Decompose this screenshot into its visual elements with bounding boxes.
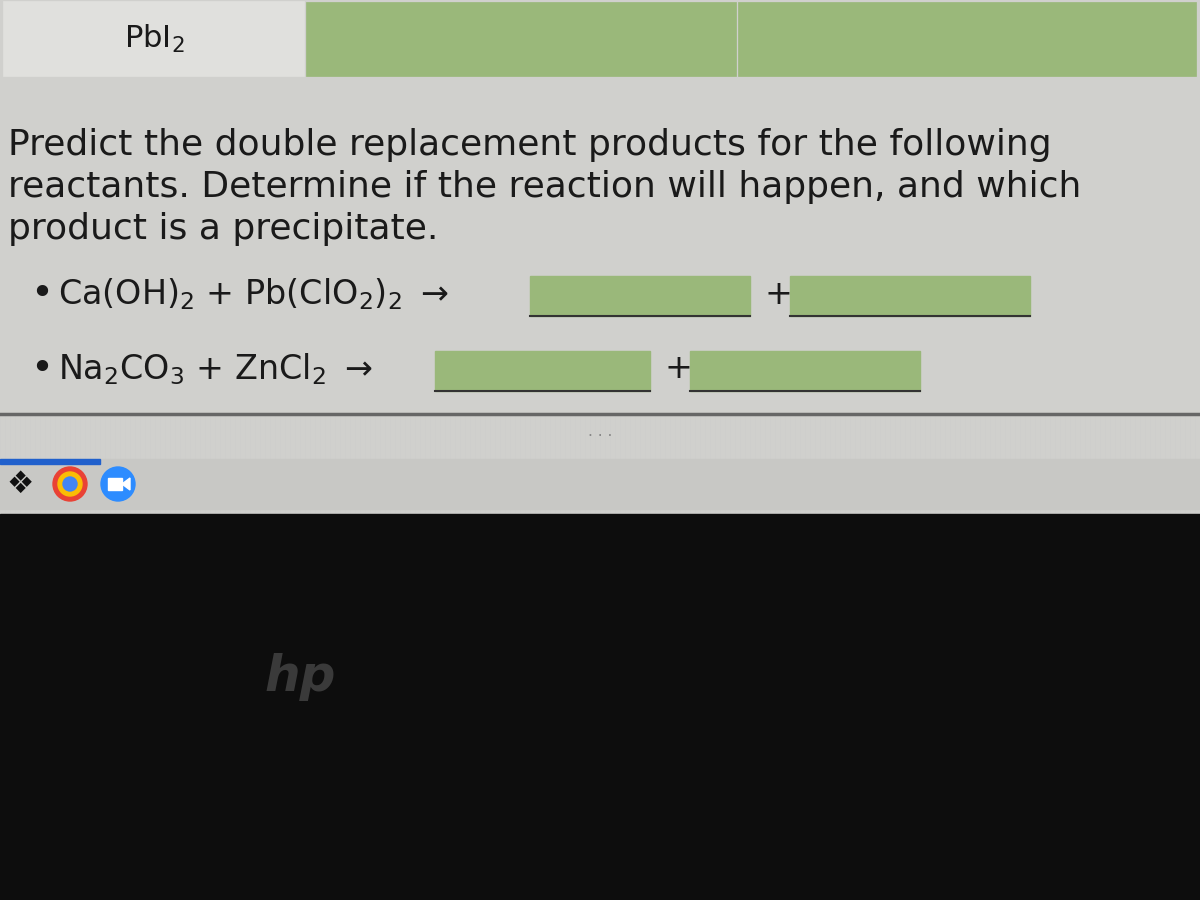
Text: +: + <box>664 353 692 385</box>
Circle shape <box>58 472 82 496</box>
Text: +: + <box>764 277 792 310</box>
Circle shape <box>101 467 134 501</box>
Circle shape <box>64 477 77 491</box>
Bar <box>0 459 1200 509</box>
Bar <box>690 351 920 391</box>
Text: PbI$_2$: PbI$_2$ <box>124 23 185 55</box>
Circle shape <box>53 467 88 501</box>
Bar <box>0 459 100 464</box>
Bar <box>306 2 736 76</box>
Text: hp: hp <box>264 653 336 701</box>
Text: . . .: . . . <box>588 425 612 439</box>
Bar <box>0 0 1200 78</box>
Bar <box>0 514 1200 900</box>
Bar <box>108 478 122 490</box>
Bar <box>790 276 1030 316</box>
Bar <box>4 2 304 76</box>
Text: Na$_2$CO$_3$ + ZnCl$_2$ $\rightarrow$: Na$_2$CO$_3$ + ZnCl$_2$ $\rightarrow$ <box>58 351 373 387</box>
Bar <box>530 276 750 316</box>
Bar <box>436 351 650 391</box>
Text: •: • <box>30 350 53 388</box>
Text: reactants. Determine if the reaction will happen, and which: reactants. Determine if the reaction wil… <box>8 170 1081 204</box>
Text: ❖: ❖ <box>6 470 34 499</box>
Text: product is a precipitate.: product is a precipitate. <box>8 212 438 246</box>
Polygon shape <box>122 478 130 490</box>
Text: •: • <box>30 275 53 313</box>
Text: Ca(OH)$_2$ + Pb(ClO$_2$)$_2$ $\rightarrow$: Ca(OH)$_2$ + Pb(ClO$_2$)$_2$ $\rightarro… <box>58 276 449 312</box>
Bar <box>738 2 1196 76</box>
Text: Predict the double replacement products for the following: Predict the double replacement products … <box>8 128 1051 162</box>
